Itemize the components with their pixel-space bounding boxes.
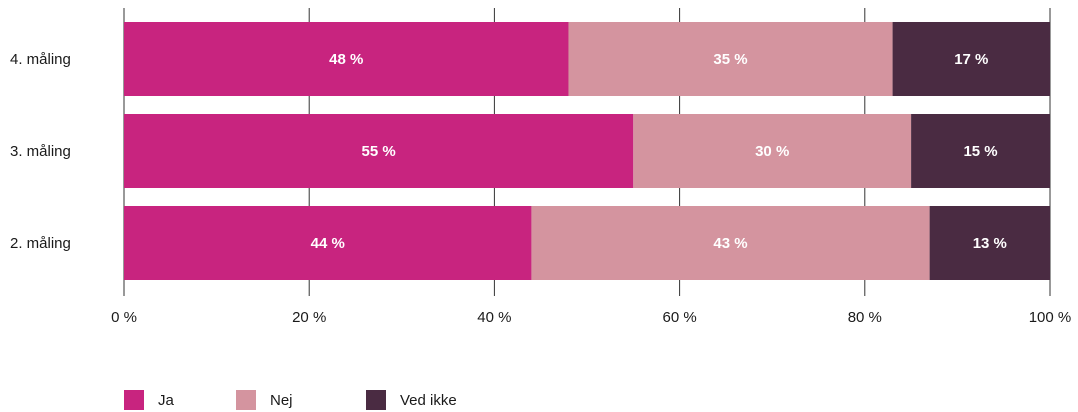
labels: 0 % 20 % 40 % 60 % 80 % 100 % 4. måling 48 % 35 … (10, 51, 1071, 326)
legend-label-ja: Ja (158, 391, 174, 409)
bar-segment (633, 114, 912, 188)
bar-segment (568, 22, 893, 96)
x-tick-label: 20 % (292, 309, 326, 326)
legend-swatch-nej (236, 390, 256, 410)
bar-value-label: 43 % (713, 235, 747, 252)
bar-segment (124, 206, 532, 280)
bar-value-label: 55 % (362, 143, 396, 160)
bar-segment (929, 206, 1050, 280)
bar-segment (124, 22, 569, 96)
stacked-bar-chart: 0 % 20 % 40 % 60 % 80 % 100 % 4. måling 48 % 35 … (10, 8, 1071, 326)
category-label: 3. måling (10, 143, 71, 160)
bars (124, 22, 1050, 280)
bar-segment (124, 114, 634, 188)
legend-item-ved-ikke: Ved ikke (366, 390, 457, 410)
legend-swatch-ved-ikke (366, 390, 386, 410)
bar-segment (892, 22, 1050, 96)
bar-value-label: 35 % (713, 51, 747, 68)
bar-value-label: 30 % (755, 143, 789, 160)
bar-value-label: 48 % (329, 51, 363, 68)
legend-label-nej: Nej (270, 391, 293, 409)
legend-swatch-ja (124, 390, 144, 410)
bar-value-label: 44 % (311, 235, 345, 252)
bar-segment (911, 114, 1050, 188)
legend-item-nej: Nej (236, 390, 366, 410)
x-tick-label: 100 % (1029, 309, 1072, 326)
category-label: 2. måling (10, 235, 71, 252)
x-tick-label: 0 % (111, 309, 137, 326)
category-label: 4. måling (10, 51, 71, 68)
bar-value-label: 13 % (973, 235, 1007, 252)
x-tick-label: 80 % (848, 309, 882, 326)
bar-value-label: 17 % (954, 51, 988, 68)
x-tick-label: 40 % (477, 309, 511, 326)
legend-item-ja: Ja (124, 390, 236, 410)
legend-label-ved-ikke: Ved ikke (400, 391, 457, 409)
bar-segment (531, 206, 930, 280)
legend: Ja Nej Ved ikke (124, 390, 457, 410)
x-tick-label: 60 % (662, 309, 696, 326)
bar-value-label: 15 % (963, 143, 997, 160)
